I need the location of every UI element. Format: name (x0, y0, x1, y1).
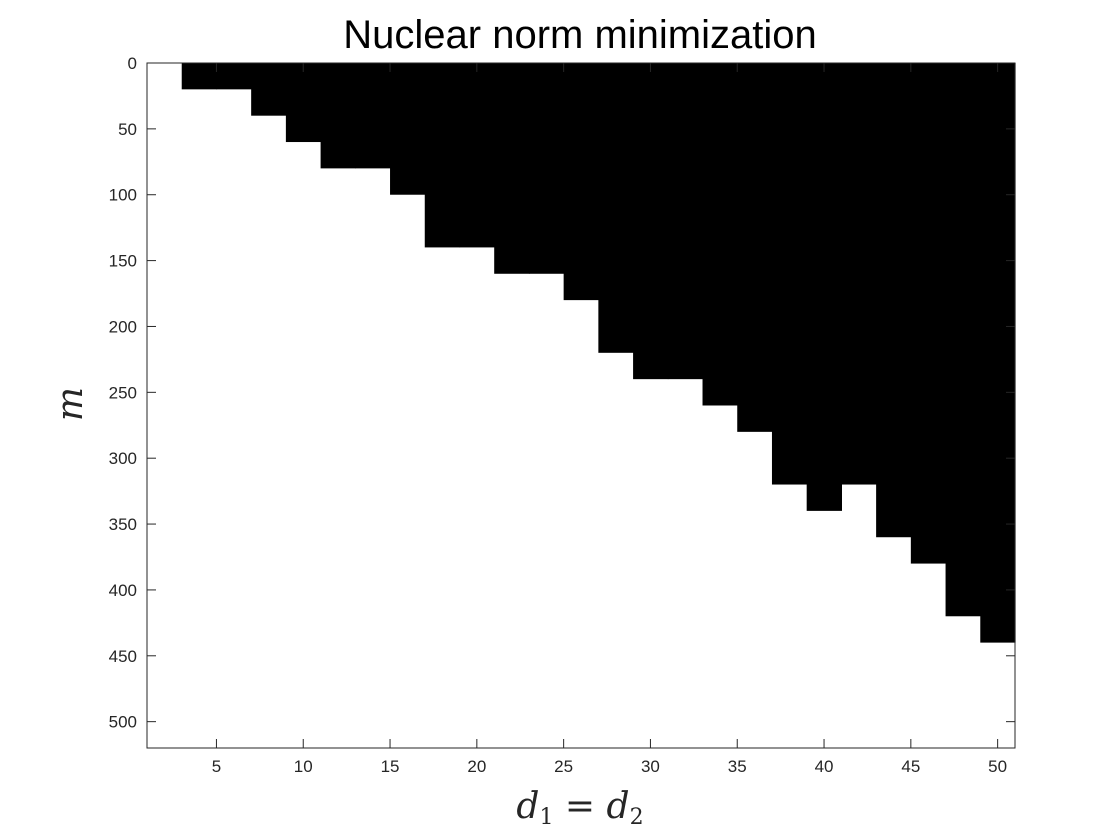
y-tick-label: 0 (128, 54, 137, 73)
heatmap-cell-column (285, 63, 322, 143)
x-tick-label: 25 (554, 757, 573, 776)
heatmap-cell-column (390, 63, 426, 195)
heatmap-cell-column (771, 63, 808, 485)
heatmap-cell-column (528, 63, 565, 274)
y-tick-label: 350 (109, 515, 137, 534)
y-tick-label: 500 (109, 713, 137, 732)
heatmap-cell-column (702, 63, 738, 406)
x-tick-label: 15 (381, 757, 400, 776)
x-axis-ticks: 5 10 15 20 25 30 35 40 45 50 (212, 63, 1007, 776)
heatmap-cell-column (806, 63, 842, 511)
x-axis-label-d2: d (607, 786, 630, 827)
x-tick-label: 50 (988, 757, 1007, 776)
y-tick-label: 150 (109, 252, 137, 271)
x-tick-label: 30 (641, 757, 660, 776)
y-axis-label: m (50, 387, 91, 421)
y-axis-ticks: 0 50 100 150 200 250 300 350 400 450 500 (109, 54, 1015, 732)
x-tick-label: 10 (294, 757, 313, 776)
heatmap-cell-column (216, 63, 252, 90)
y-tick-label: 250 (109, 383, 137, 402)
x-axis-label: d1 = d2 (516, 786, 643, 830)
heatmap-cell-column (320, 63, 356, 169)
x-tick-label: 40 (815, 757, 834, 776)
heatmap-cell-column (910, 63, 947, 564)
x-axis-label-equals: = (553, 786, 606, 827)
x-tick-label: 20 (467, 757, 486, 776)
heatmap-cell-column (563, 63, 599, 301)
x-tick-label: 35 (728, 757, 747, 776)
x-axis-label-sub2: 2 (630, 805, 644, 830)
y-tick-label: 300 (109, 449, 137, 468)
y-tick-label: 450 (109, 647, 137, 666)
x-axis-label-sub1: 1 (539, 805, 553, 830)
heatmap-cell-column (494, 63, 530, 274)
heatmap-cell-column (980, 63, 1016, 643)
x-axis-label-d1: d (516, 786, 539, 827)
heatmap-cell-column (876, 63, 912, 538)
heatmap-cell-column (737, 63, 773, 432)
heatmap-cell-column (945, 63, 981, 617)
heatmap-cell-column (633, 63, 669, 380)
heatmap-cell-column (181, 63, 218, 90)
x-tick-label: 45 (901, 757, 920, 776)
x-tick-label: 5 (212, 757, 221, 776)
axes-frame (146, 62, 1016, 749)
y-tick-label: 200 (109, 317, 137, 336)
heatmap-cell-column (424, 63, 461, 248)
heatmap-cell-column (459, 63, 495, 248)
heatmap-cell-column (598, 63, 634, 353)
heatmap-cell-column (355, 63, 391, 169)
y-tick-label: 400 (109, 581, 137, 600)
chart-title: Nuclear norm minimization (343, 13, 816, 57)
heatmap-cell-column (841, 63, 877, 485)
y-tick-label: 50 (118, 120, 137, 139)
y-tick-label: 100 (109, 186, 137, 205)
heatmap-cell-column (251, 63, 287, 116)
plot-area (181, 63, 1016, 643)
heatmap-cell-column (667, 63, 704, 380)
